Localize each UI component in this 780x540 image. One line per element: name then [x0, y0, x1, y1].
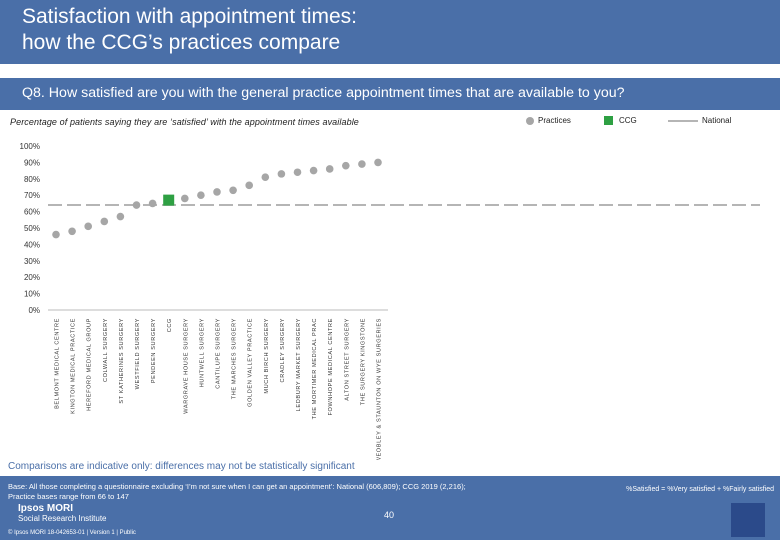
practice-point	[181, 194, 189, 203]
title-bar: Satisfaction with appointment times: how…	[0, 0, 780, 64]
satisfaction-chart: 0% 10% 20% 30% 40% 50% 60% 70% 80% 90% 100% BELMONT…	[20, 142, 760, 460]
legend-national-label: National	[702, 116, 732, 125]
practice-point	[229, 186, 237, 195]
title-line-2: how the CCG’s practices compare	[22, 31, 341, 54]
y-tick-label: 10%	[24, 290, 40, 299]
question-bar: Q8. How satisfied are you with the gener…	[0, 78, 780, 110]
practice-point	[148, 199, 157, 208]
practice-point	[309, 166, 318, 175]
base-note: Base: All those completing a questionnai…	[8, 482, 528, 502]
x-category-label: PENDEEN SURGERY	[151, 318, 157, 383]
legend-practices-label: Practices	[538, 116, 571, 125]
legend-practices: Practices	[526, 116, 571, 125]
x-category-label: ST KATHERINES SURGERY	[119, 318, 125, 404]
x-category-label: CCG	[167, 318, 173, 332]
practice-point	[213, 188, 221, 196]
y-tick-label: 100%	[20, 142, 40, 151]
x-category-label: KINGTON MEDICAL PRACTICE	[71, 318, 77, 414]
y-tick-label: 80%	[24, 175, 40, 184]
ipsos-logo-icon	[731, 503, 765, 537]
footer-text: © Ipsos MORI 18-042653-01 | Version 1 | …	[8, 530, 136, 536]
x-category-label: MUCH BIRCH SURGERY	[264, 318, 270, 394]
base-bar	[0, 476, 780, 540]
base-line-1: Base: All those completing a questionnai…	[8, 482, 466, 491]
y-tick-label: 90%	[24, 158, 40, 167]
question-text: Q8. How satisfied are you with the gener…	[22, 85, 625, 101]
practice-point	[261, 173, 270, 181]
y-tick-label: 50%	[24, 224, 40, 233]
comparisons-note: Comparisons are indicative only: differe…	[8, 461, 355, 472]
practice-point	[358, 160, 366, 168]
practice-point	[374, 158, 382, 167]
y-tick-label: 0%	[28, 306, 40, 315]
page-title: Satisfaction with appointment times: how…	[22, 4, 357, 56]
base-line-2: Practice bases range from 66 to 147	[8, 492, 129, 501]
title-line-1: Satisfaction with appointment times:	[22, 5, 357, 28]
x-category-label: CANTILUPE SURGERY	[216, 318, 222, 389]
logo-line-2: Social Research Institute	[18, 514, 107, 523]
legend-ccg-label: CCG	[619, 116, 637, 125]
practice-point	[293, 168, 302, 177]
legend-national: National	[668, 116, 731, 125]
x-category-label: WEOBLEY & STAUNTON ON WYE SURGERIES	[377, 318, 383, 460]
x-category-label: COLWALL SURGERY	[103, 318, 109, 382]
practice-point	[100, 217, 109, 226]
x-category-label: WARGRAVE HOUSE SURGERY	[183, 318, 189, 414]
x-category-label: HEREFORD MEDICAL GROUP	[87, 318, 93, 411]
y-tick-label: 20%	[24, 273, 40, 282]
x-category-label: THE SURGERY KINGSTONE	[360, 318, 366, 405]
x-category-label: THE MORTIMER MEDICAL PRAC	[312, 318, 318, 419]
legend-ccg: CCG	[604, 116, 637, 126]
logo-line-1: Ipsos MORI	[18, 503, 74, 514]
practice-point	[325, 165, 334, 173]
practice-point	[342, 161, 350, 170]
y-tick-label: 60%	[24, 208, 40, 217]
practice-point	[197, 191, 205, 199]
x-category-label: GOLDEN VALLEY PRACTICE	[248, 318, 254, 407]
practice-point	[132, 201, 141, 209]
practice-point	[52, 230, 60, 239]
practice-point	[277, 170, 286, 178]
legend-ccg-swatch	[604, 116, 613, 126]
x-category-label: BELMONT MEDICAL CENTRE	[55, 318, 61, 409]
y-tick-label: 70%	[24, 191, 40, 200]
practice-point	[116, 212, 125, 221]
x-category-label: CRADLEY SURGERY	[280, 318, 286, 382]
x-category-label: ALTON STREET SURGERY	[344, 318, 350, 401]
practice-point	[68, 227, 76, 236]
ipsos-mori-logo: Ipsos MORI Social Research Institute	[18, 503, 107, 523]
satisfied-definition: %Satisfied = %Very satisfied + %Fairly s…	[626, 486, 774, 493]
y-tick-label: 30%	[24, 257, 40, 266]
x-category-label: THE MARCHES SURGERY	[232, 318, 238, 399]
y-tick-label: 40%	[24, 240, 40, 249]
practice-point	[245, 181, 253, 190]
x-category-label: FOWNHOPE MEDICAL CENTRE	[328, 318, 334, 416]
legend-practices-swatch	[526, 116, 534, 125]
x-category-label: LEDBURY MARKET SURGERY	[296, 318, 302, 411]
page-number: 40	[384, 510, 395, 520]
practice-point	[84, 222, 92, 231]
chart-subtitle: Percentage of patients saying they are ‘…	[10, 117, 359, 127]
ccg-point	[163, 194, 175, 206]
x-category-label: HUNTWELL SURGERY	[199, 318, 205, 387]
x-category-label: WESTFIELD SURGERY	[135, 318, 141, 389]
legend-national-line	[668, 119, 698, 122]
